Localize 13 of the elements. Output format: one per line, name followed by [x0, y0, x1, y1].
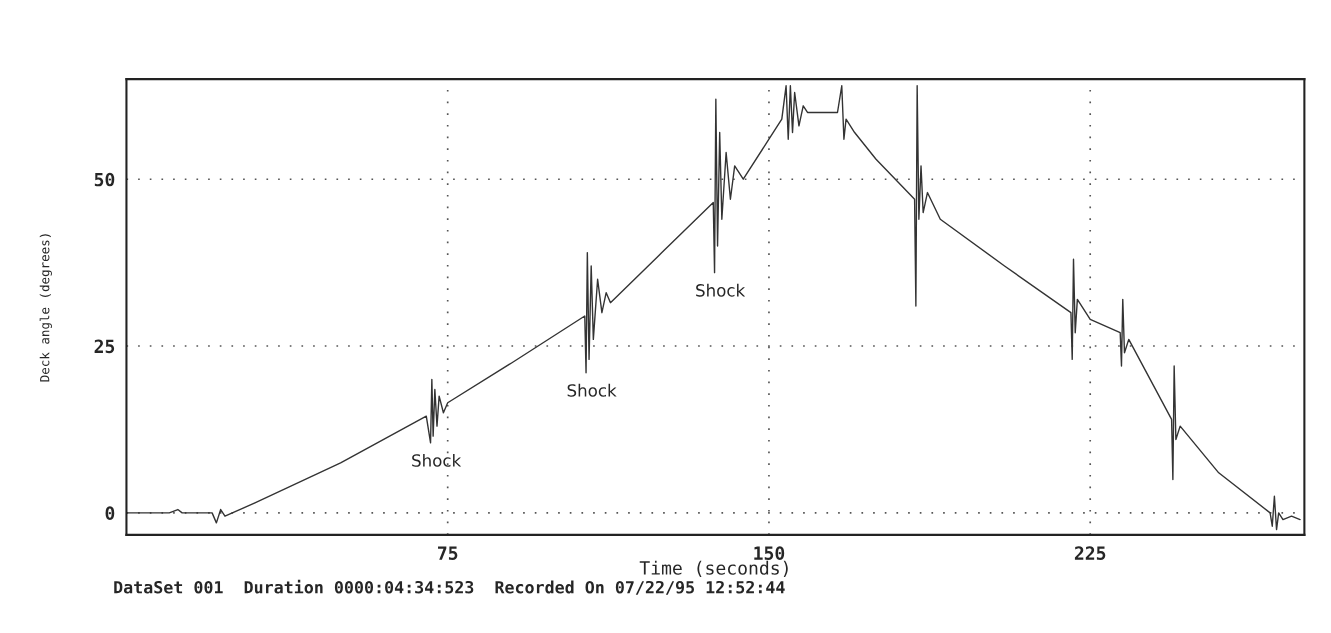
y-tick-label: 0: [105, 506, 115, 520]
line-series: [126, 85, 1301, 531]
text: DataSet 001 Duration 0000:04:34:523 Recorded On 07/22/95 12:52:44: [114, 579, 785, 595]
y-tick-label: 25: [94, 339, 115, 354]
annotation: Shock: [412, 453, 462, 467]
x-axis-title: Time (seconds): [639, 560, 788, 577]
x-tick-label: 75: [438, 546, 458, 560]
x-tick-label: 225: [1074, 546, 1106, 560]
y-tick-label: 50: [94, 172, 115, 187]
x-tick-label: 150: [754, 546, 785, 560]
annotation: Shock: [567, 383, 617, 397]
annotation: Shock: [696, 283, 746, 297]
y-axis-title: Deck angle (degrees): [39, 234, 52, 382]
